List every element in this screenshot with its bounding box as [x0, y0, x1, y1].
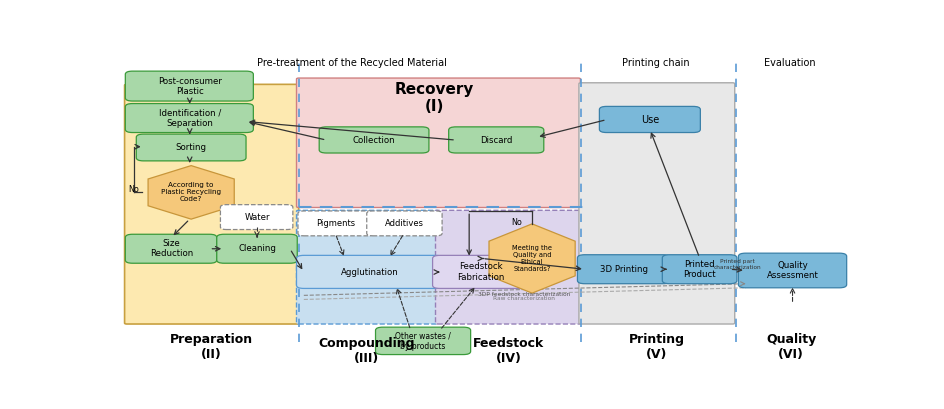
- Text: Feedstock
Fabrication: Feedstock Fabrication: [457, 262, 504, 282]
- FancyBboxPatch shape: [296, 255, 443, 288]
- Text: Meeting the
Quality and
Ethical
Standards?: Meeting the Quality and Ethical Standard…: [512, 245, 552, 272]
- Text: Preparation
(II): Preparation (II): [170, 333, 253, 361]
- Text: Water: Water: [244, 213, 270, 222]
- FancyBboxPatch shape: [579, 83, 734, 324]
- Text: Printing chain: Printing chain: [622, 58, 689, 68]
- FancyBboxPatch shape: [296, 78, 581, 207]
- Text: Discard: Discard: [480, 136, 513, 145]
- Text: Printed part
characterization: Printed part characterization: [714, 259, 762, 270]
- FancyBboxPatch shape: [599, 106, 700, 133]
- FancyBboxPatch shape: [217, 234, 297, 263]
- FancyBboxPatch shape: [448, 127, 544, 153]
- FancyBboxPatch shape: [432, 255, 530, 288]
- Text: 3DP feedstock characterization: 3DP feedstock characterization: [478, 292, 570, 297]
- Text: Quality
(VI): Quality (VI): [766, 333, 817, 361]
- Text: Feedstock
(IV): Feedstock (IV): [473, 337, 545, 365]
- Text: Printed
Product: Printed Product: [683, 260, 716, 279]
- FancyBboxPatch shape: [136, 134, 246, 161]
- Text: Pigments: Pigments: [315, 219, 355, 228]
- FancyBboxPatch shape: [125, 84, 298, 324]
- FancyBboxPatch shape: [126, 103, 253, 133]
- FancyBboxPatch shape: [738, 253, 847, 288]
- Text: Quality
Assessment: Quality Assessment: [767, 261, 818, 280]
- Text: Pre-treatment of the Recycled Material: Pre-treatment of the Recycled Material: [257, 58, 447, 68]
- Text: Evaluation: Evaluation: [764, 58, 816, 68]
- Text: Post-consumer
Plastic: Post-consumer Plastic: [158, 76, 222, 96]
- Text: 3D Printing: 3D Printing: [599, 265, 648, 274]
- Text: No: No: [128, 185, 140, 194]
- FancyBboxPatch shape: [296, 210, 438, 324]
- Text: Agglutination: Agglutination: [341, 267, 398, 276]
- FancyBboxPatch shape: [376, 327, 471, 355]
- Text: Printing
(V): Printing (V): [629, 333, 684, 361]
- FancyBboxPatch shape: [366, 211, 442, 236]
- Text: Compounding
(III): Compounding (III): [318, 337, 415, 365]
- FancyBboxPatch shape: [126, 71, 253, 101]
- Text: Cleaning: Cleaning: [238, 244, 276, 253]
- Text: Use: Use: [641, 115, 659, 125]
- FancyBboxPatch shape: [126, 234, 217, 263]
- Text: Recovery
(I): Recovery (I): [395, 82, 474, 114]
- FancyBboxPatch shape: [435, 210, 582, 324]
- FancyBboxPatch shape: [578, 255, 670, 284]
- Text: Sorting: Sorting: [176, 143, 207, 152]
- Polygon shape: [489, 224, 575, 293]
- Text: Other wastes /
by products: Other wastes / by products: [396, 331, 451, 351]
- FancyBboxPatch shape: [220, 204, 293, 229]
- FancyBboxPatch shape: [298, 211, 373, 236]
- Text: Identification /
Separation: Identification / Separation: [159, 108, 221, 128]
- Text: Raw characterization: Raw characterization: [493, 296, 555, 301]
- Text: According to
Plastic Recycling
Code?: According to Plastic Recycling Code?: [161, 182, 221, 202]
- Text: Size
Reduction: Size Reduction: [150, 239, 193, 258]
- FancyBboxPatch shape: [319, 127, 429, 153]
- Polygon shape: [148, 166, 234, 219]
- Text: No: No: [512, 218, 522, 227]
- Text: Collection: Collection: [353, 136, 396, 145]
- Text: Additives: Additives: [384, 219, 424, 228]
- FancyBboxPatch shape: [663, 255, 737, 284]
